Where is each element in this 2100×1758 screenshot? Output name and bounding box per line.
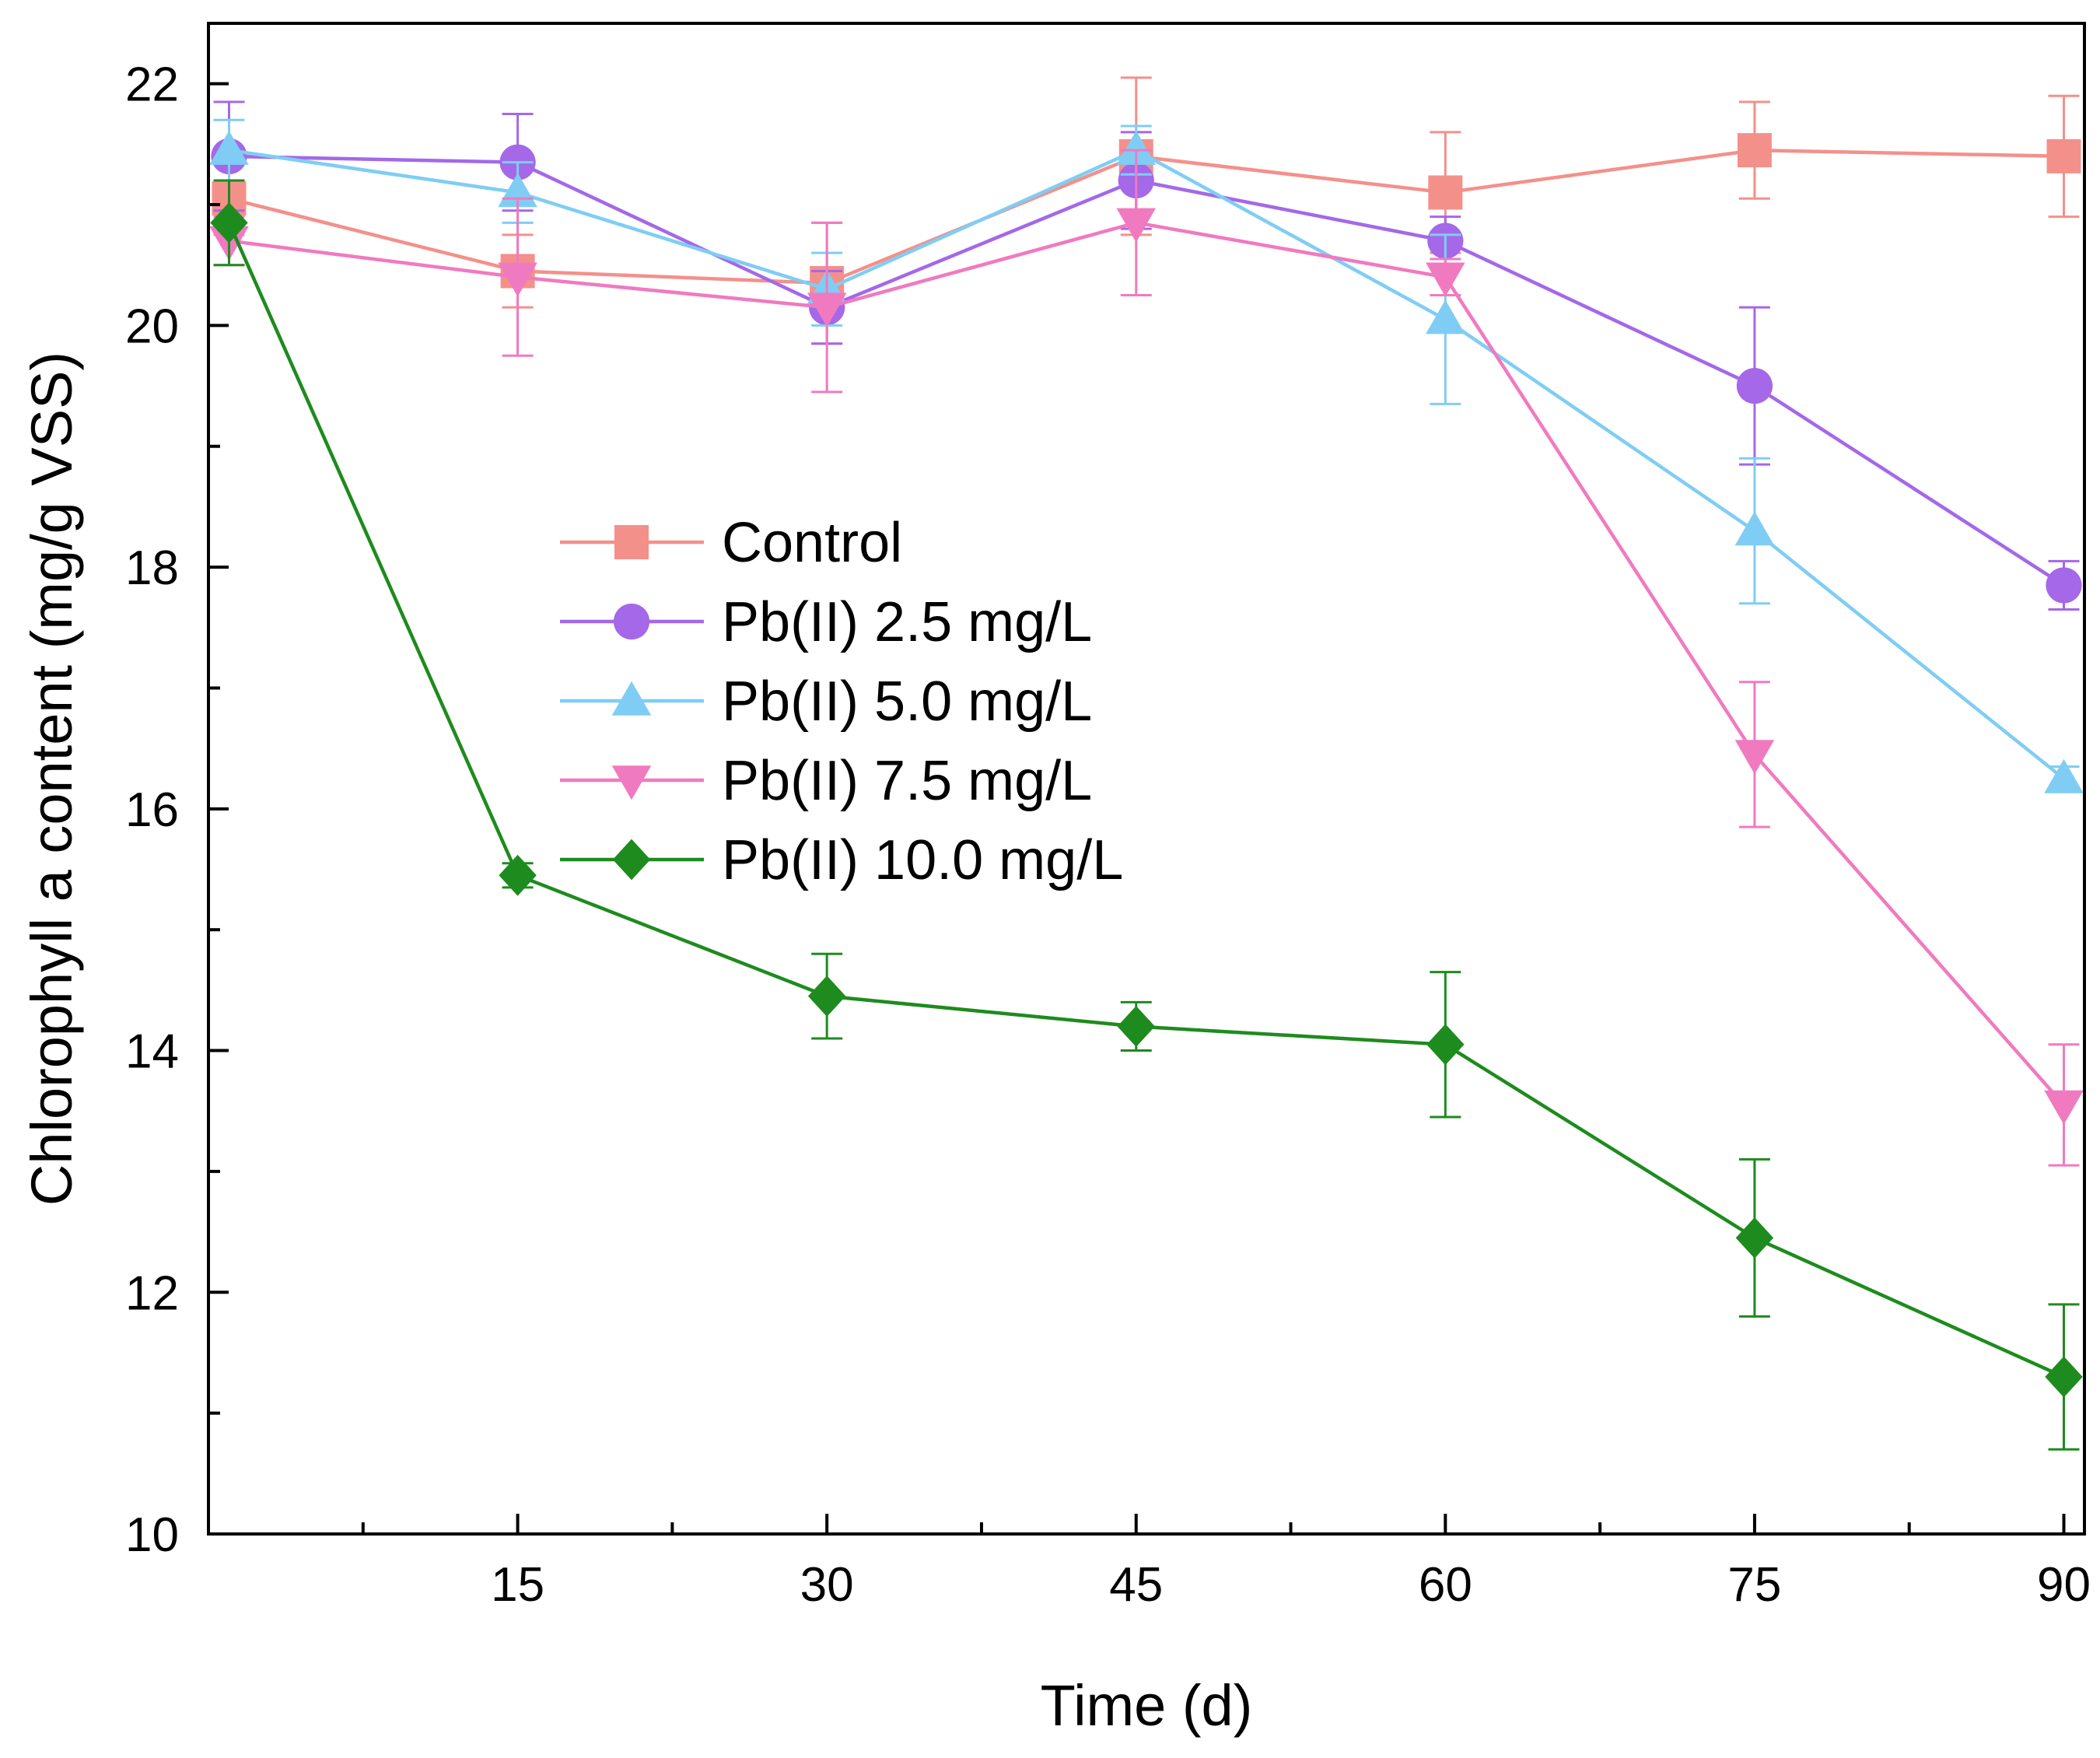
legend-item: Pb(II) 5.0 mg/L: [560, 671, 1092, 733]
data-point: [2044, 1090, 2084, 1125]
data-point: [1426, 262, 1465, 297]
series-line: [227, 222, 2065, 1379]
data-point: [499, 854, 537, 896]
data-point: [498, 262, 537, 297]
data-point: [807, 292, 847, 327]
legend-marker: [611, 681, 652, 716]
x-tick-label: 45: [1109, 1558, 1163, 1612]
data-point: [1734, 511, 1775, 546]
series-1: [211, 100, 2082, 611]
data-point: [1428, 175, 1463, 210]
legend-marker: [612, 839, 651, 881]
legend-marker: [614, 525, 649, 559]
data-point: [1116, 130, 1157, 165]
legend-item: Pb(II) 10.0 mg/L: [560, 829, 1123, 891]
y-tick-label: 18: [125, 541, 179, 595]
data-point: [1426, 299, 1465, 334]
y-tick-label: 12: [125, 1266, 179, 1320]
y-tick-label: 10: [125, 1508, 179, 1562]
series-layer: [209, 76, 2084, 1451]
legend-marker: [613, 603, 650, 640]
x-axis-label: Time (d): [1041, 1673, 1253, 1738]
data-point: [807, 975, 846, 1017]
y-tick-label: 16: [125, 783, 179, 837]
legend-label: Pb(II) 5.0 mg/L: [722, 671, 1092, 733]
data-point: [1735, 1217, 1774, 1259]
legend-item: Pb(II) 7.5 mg/L: [560, 750, 1092, 812]
axes-layer: 15 30 45 60 75 90 10 12 14 16 18 20 22: [125, 58, 2091, 1612]
series-3: [209, 149, 2084, 1167]
legend-item: Pb(II) 2.5 mg/L: [560, 591, 1092, 653]
data-point: [1734, 740, 1775, 775]
x-tick-label: 90: [2037, 1558, 2091, 1612]
legend-label: Pb(II) 10.0 mg/L: [722, 829, 1123, 891]
y-axis-label: Chlorophyll a content (mg/g VSS): [19, 352, 84, 1206]
y-tick-label: 22: [125, 58, 179, 112]
plot-frame: [207, 22, 2086, 1536]
x-tick-label: 15: [491, 1558, 544, 1612]
data-point: [2045, 1356, 2083, 1398]
data-point: [1737, 133, 1772, 168]
x-tick-label: 30: [800, 1558, 854, 1612]
legend: Control Pb(II) 2.5 mg/L Pb(II) 5.0 mg/L Pb(…: [560, 512, 1123, 891]
data-point: [209, 130, 249, 165]
y-tick-label: 14: [125, 1025, 179, 1079]
y-tick-label: 20: [125, 299, 179, 353]
data-point: [2046, 567, 2082, 604]
legend-label: Pb(II) 7.5 mg/L: [722, 750, 1092, 812]
legend-marker: [611, 765, 652, 800]
data-point: [210, 201, 248, 243]
data-point: [2044, 758, 2084, 793]
data-point: [2046, 138, 2081, 173]
data-point: [1736, 367, 1773, 404]
data-point: [1426, 1024, 1465, 1066]
series-line: [229, 148, 2065, 780]
legend-label: Pb(II) 2.5 mg/L: [722, 591, 1092, 653]
x-tick-label: 60: [1419, 1558, 1472, 1612]
legend-item: Control: [560, 512, 902, 574]
legend-label: Control: [722, 512, 902, 574]
data-point: [1116, 208, 1157, 243]
data-point: [1117, 1006, 1155, 1047]
x-tick-label: 75: [1727, 1558, 1781, 1612]
series-4: [210, 179, 2083, 1451]
